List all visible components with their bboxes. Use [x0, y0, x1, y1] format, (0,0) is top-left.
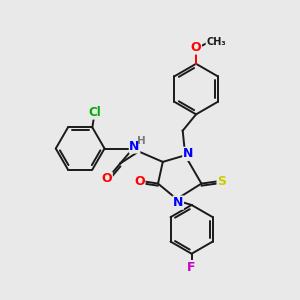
- Text: F: F: [188, 261, 196, 274]
- Text: N: N: [173, 196, 183, 209]
- Text: O: O: [191, 41, 201, 54]
- Text: CH₃: CH₃: [206, 37, 226, 47]
- Text: N: N: [129, 140, 140, 153]
- Text: O: O: [102, 172, 112, 185]
- Text: Cl: Cl: [88, 106, 101, 119]
- Text: O: O: [134, 175, 145, 188]
- Text: H: H: [137, 136, 146, 146]
- Text: S: S: [217, 175, 226, 188]
- Text: N: N: [183, 147, 193, 161]
